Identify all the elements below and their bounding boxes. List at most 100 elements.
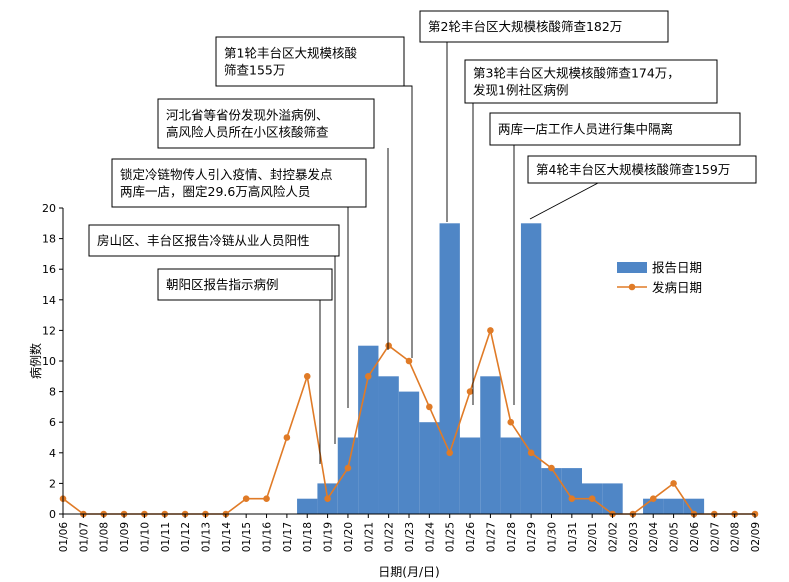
x-tick-label: 01/17 bbox=[282, 522, 294, 552]
x-tick-label: 01/13 bbox=[200, 522, 212, 552]
x-axis-title: 日期(月/日) bbox=[378, 565, 439, 579]
x-tick-label: 02/09 bbox=[750, 522, 762, 552]
bar-02/06 bbox=[683, 498, 705, 514]
annotation-text: 筛查155万 bbox=[224, 63, 285, 78]
bar-01/24 bbox=[419, 422, 440, 514]
annotation-box bbox=[215, 36, 405, 87]
bar-02/05 bbox=[663, 498, 684, 514]
bar-01/23 bbox=[398, 391, 420, 514]
bar-01/26 bbox=[459, 437, 481, 514]
x-tick-label: 02/02 bbox=[608, 522, 620, 552]
x-tick-label: 01/22 bbox=[384, 522, 396, 552]
annotation-a6: 第2轮丰台区大规模核酸筛查182万 bbox=[419, 10, 669, 222]
x-tick-label: 01/11 bbox=[160, 522, 172, 552]
bar-01/29 bbox=[520, 223, 542, 515]
x-tick-label: 01/24 bbox=[424, 522, 436, 553]
annotation-box bbox=[464, 59, 718, 104]
annotation-text: 河北省等省份发现外溢病例、 bbox=[166, 108, 329, 123]
x-tick-label: 02/01 bbox=[587, 522, 599, 552]
x-tick-label: 01/06 bbox=[58, 522, 70, 553]
annotation-a7: 第3轮丰台区大规模核酸筛查174万， 发现1例社区病例 bbox=[464, 59, 718, 405]
legend-bar-label: 报告日期 bbox=[652, 260, 702, 275]
annotation-text: 高风险人员所在小区核酸筛查 bbox=[166, 125, 329, 140]
y-tick-label: 6 bbox=[49, 416, 56, 429]
x-tick-label: 01/14 bbox=[221, 522, 233, 553]
annotation-text: 第3轮丰台区大规模核酸筛查174万， bbox=[473, 66, 680, 81]
annotation-box bbox=[88, 224, 340, 257]
axes: 0 2 4 6 8 10 12 14 16 18 20 01/06 01/07 01/08 01/09 01/… bbox=[42, 202, 762, 552]
x-tick-label: 01/25 bbox=[445, 522, 457, 552]
point-01/22 bbox=[385, 342, 392, 350]
annotation-text: 朝阳区报告指示病例 bbox=[166, 277, 279, 292]
bar-01/25 bbox=[439, 223, 460, 515]
annotation-text: 第4轮丰台区大规模核酸筛查159万 bbox=[536, 162, 730, 177]
x-tick-label: 02/04 bbox=[648, 522, 660, 553]
bar-01/31 bbox=[561, 468, 582, 514]
x-tick-label: 01/16 bbox=[262, 522, 274, 553]
legend-bar-swatch bbox=[617, 262, 647, 273]
point-01/15 bbox=[242, 495, 250, 503]
x-tick-label: 02/07 bbox=[709, 522, 721, 552]
x-tick-label: 01/29 bbox=[526, 522, 538, 552]
x-tick-label: 01/31 bbox=[567, 522, 579, 552]
point-01/27 bbox=[487, 327, 494, 334]
annotation-leader-line bbox=[404, 85, 413, 358]
x-tick-label: 01/20 bbox=[343, 522, 355, 552]
x-tick-label: 01/18 bbox=[302, 522, 314, 552]
x-tick-label: 01/15 bbox=[241, 522, 253, 552]
x-tick-label: 01/10 bbox=[139, 522, 151, 552]
x-tick-label: 01/30 bbox=[546, 522, 558, 552]
point-01/18 bbox=[303, 373, 311, 380]
x-tick-label: 01/08 bbox=[99, 522, 111, 552]
point-01/26 bbox=[466, 388, 474, 395]
y-tick-label: 2 bbox=[49, 477, 56, 490]
y-tick-label: 16 bbox=[42, 263, 56, 276]
annotation-a9: 第4轮丰台区大规模核酸筛查159万 bbox=[527, 155, 757, 220]
legend-line-label: 发病日期 bbox=[652, 280, 702, 295]
y-tick-label: 12 bbox=[42, 324, 56, 337]
bar-01/27 bbox=[480, 376, 501, 514]
point-01/23 bbox=[405, 357, 413, 365]
y-tick-label: 10 bbox=[42, 355, 56, 368]
point-02/05 bbox=[670, 480, 677, 487]
y-tick-label: 20 bbox=[42, 202, 56, 215]
annotation-text: 房山区、丰台区报告冷链从业人员阳性 bbox=[97, 233, 310, 248]
y-tick-label: 18 bbox=[42, 233, 56, 246]
bar-01/30 bbox=[541, 468, 562, 514]
bar-01/28 bbox=[500, 437, 521, 514]
point-01/30 bbox=[548, 464, 555, 472]
point-01/20 bbox=[344, 464, 352, 472]
x-tick-label: 01/23 bbox=[404, 522, 416, 552]
annotation-text: 第1轮丰台区大规模核酸 bbox=[224, 46, 357, 61]
x-tick-label: 01/09 bbox=[119, 522, 131, 552]
annotation-box bbox=[489, 112, 741, 146]
bar-01/22 bbox=[378, 376, 399, 514]
point-01/24 bbox=[426, 403, 433, 411]
x-tick-label: 02/06 bbox=[689, 522, 701, 553]
x-tick-label: 02/03 bbox=[628, 522, 640, 552]
annotation-text: 第2轮丰台区大规模核酸筛查182万 bbox=[428, 19, 622, 34]
bar-01/18 bbox=[297, 498, 318, 514]
annotation-box bbox=[157, 98, 375, 149]
x-tick-label: 01/27 bbox=[485, 522, 497, 552]
y-tick-label: 8 bbox=[49, 386, 56, 399]
x-tick-label: 01/26 bbox=[465, 522, 477, 553]
annotation-a4: 河北省等省份发现外溢病例、高风险人员所在小区核酸筛查 bbox=[157, 98, 389, 350]
annotation-a1: 朝阳区报告指示病例 bbox=[157, 268, 333, 464]
point-01/21 bbox=[364, 373, 372, 380]
x-tick-label: 02/08 bbox=[730, 522, 742, 552]
x-tick-label: 01/07 bbox=[78, 522, 90, 552]
y-axis-title: 病例数 bbox=[28, 343, 43, 379]
x-tick-label: 01/28 bbox=[506, 522, 518, 552]
annotation-box bbox=[419, 10, 669, 43]
annotation-text: 两库一店工作人员进行集中隔离 bbox=[498, 122, 673, 137]
y-tick-label: 0 bbox=[49, 508, 56, 521]
point-01/31 bbox=[568, 495, 576, 503]
point-01/16 bbox=[263, 495, 270, 503]
annotation-text: 发现1例社区病例 bbox=[473, 83, 568, 98]
bar-01/21 bbox=[358, 345, 379, 514]
x-tick-label: 01/19 bbox=[323, 522, 335, 552]
